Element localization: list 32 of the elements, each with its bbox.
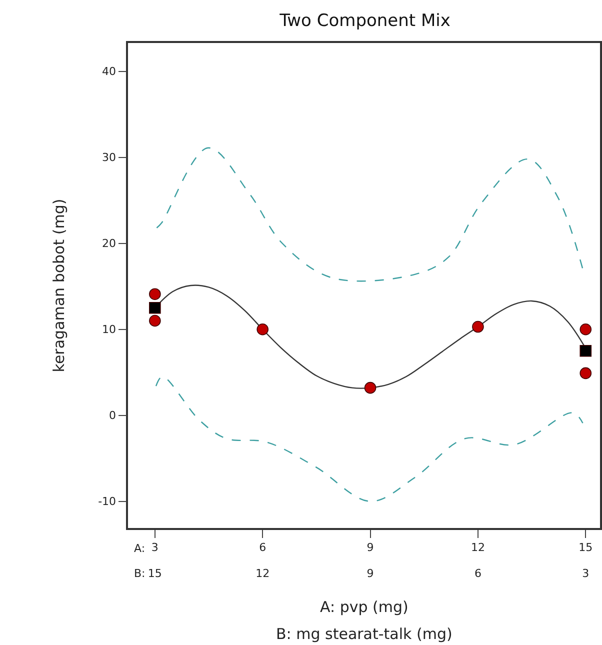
text: A: — [134, 542, 146, 555]
y-tick-label: 40 — [102, 65, 116, 78]
text: B: — [134, 567, 146, 580]
point — [149, 288, 161, 300]
y-tick-label: 30 — [102, 151, 116, 164]
chart-title: Two Component Mix — [278, 10, 450, 31]
point — [580, 344, 592, 357]
x-tick-label: 3 — [151, 540, 158, 554]
point — [364, 382, 376, 394]
y-tick-label: 0 — [109, 409, 116, 422]
point — [149, 302, 161, 314]
point — [580, 323, 592, 336]
line-series — [155, 376, 584, 502]
point — [149, 314, 161, 327]
y-axis-title: keragaman bobot (mg) — [50, 198, 68, 372]
x2-axis-title: B: mg stearat-talk (mg) — [276, 625, 452, 643]
x-tick-label: 15 — [578, 540, 593, 554]
point — [580, 367, 592, 380]
x2-tick-label: 9 — [366, 567, 374, 580]
x-tick-label: 6 — [259, 540, 266, 554]
x2-tick-label: 3 — [582, 567, 590, 580]
x-tick-label: 9 — [366, 540, 374, 554]
point — [472, 320, 484, 333]
x2-tick-label: 6 — [474, 567, 482, 580]
x2-tick-label: 15 — [148, 567, 162, 580]
point — [256, 323, 268, 336]
y-tick-label: -10 — [98, 495, 116, 508]
y-tick-label: 20 — [102, 237, 116, 250]
y-tick-label: 10 — [102, 323, 116, 336]
x-axis-title: A: pvp (mg) — [320, 598, 408, 616]
x2-tick-label: 12 — [256, 567, 270, 580]
x-tick-label: 12 — [470, 540, 485, 554]
